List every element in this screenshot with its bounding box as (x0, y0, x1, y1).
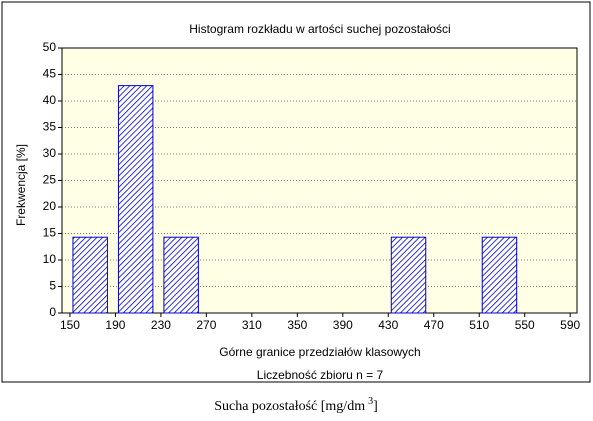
x-axis-label: Górne granice przedziałów klasowych (219, 345, 420, 359)
caption-end: ] (373, 399, 378, 414)
y-tick-label: 10 (43, 252, 57, 266)
y-axis-label: Frekwencja [%] (14, 144, 28, 226)
y-tick-label: 15 (43, 226, 57, 240)
caption-text: Sucha pozostałość [mg/dm (214, 399, 365, 414)
x-tick-label: 470 (424, 318, 444, 332)
bar (117, 85, 154, 314)
x-tick-label: 350 (287, 318, 307, 332)
x-tick-label: 270 (196, 318, 216, 332)
x-tick-label: 390 (333, 318, 353, 332)
x-tick-label: 550 (515, 318, 535, 332)
caption: Sucha pozostałość [mg/dm 3] (214, 396, 378, 414)
y-tick-label: 35 (43, 120, 57, 134)
bar (163, 236, 199, 314)
x-tick-label: 510 (469, 318, 489, 332)
x-tick-label: 190 (105, 318, 125, 332)
y-tick-label: 0 (49, 305, 56, 319)
bar (390, 236, 427, 314)
x-tick-label: 310 (242, 318, 262, 332)
y-tick-label: 45 (43, 67, 57, 81)
x-tick-label: 590 (560, 318, 580, 332)
bar (72, 236, 108, 314)
y-tick-label: 5 (49, 279, 56, 293)
y-tick-label: 25 (43, 173, 57, 187)
y-tick-label: 30 (43, 146, 57, 160)
bar (481, 236, 518, 314)
chart-title: Histogram rozkładu w artości suchej pozo… (189, 22, 450, 36)
x-tick-label: 430 (378, 318, 398, 332)
y-tick-label: 40 (43, 93, 57, 107)
x-tick-label: 150 (60, 318, 80, 332)
annotation: Liczebność zbioru n = 7 (257, 368, 384, 382)
y-tick-label: 50 (43, 40, 57, 54)
x-tick-label: 230 (151, 318, 171, 332)
y-tick-label: 20 (43, 199, 57, 213)
caption-superscript: 3 (368, 396, 373, 407)
